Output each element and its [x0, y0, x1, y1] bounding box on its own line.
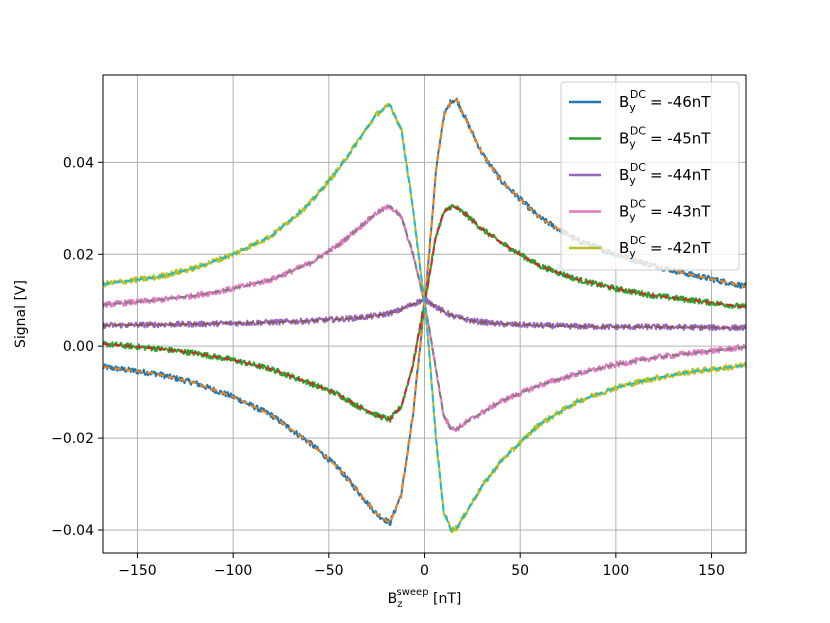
fit-line-0 [103, 99, 746, 525]
x-tick-label: −100 [214, 563, 252, 579]
legend-superscript: DC [630, 198, 646, 211]
fit-line-3 [103, 204, 746, 430]
series-layer [103, 97, 746, 534]
y-tick-label: 0.00 [63, 339, 94, 355]
legend-entry-3: ByDC = -43nT [619, 198, 711, 224]
fit-line-4 [103, 103, 746, 532]
legend-subscript: y [629, 211, 636, 224]
legend-superscript: DC [630, 88, 646, 101]
legend-subscript: y [629, 174, 636, 187]
x-label-superscript: sweep [397, 587, 429, 598]
x-tick-label: −50 [314, 563, 344, 579]
x-tick-label: 0 [420, 563, 429, 579]
legend-value: = -45nT [650, 130, 711, 148]
legend-subscript: y [629, 138, 636, 151]
y-tick-label: 0.02 [63, 247, 94, 263]
legend-superscript: DC [630, 234, 646, 247]
legend-box [560, 81, 740, 271]
fit-line-1 [103, 204, 746, 421]
series-line-4 [103, 102, 746, 534]
y-tick-label: 0.04 [63, 155, 94, 171]
legend-entry-2: ByDC = -44nT [619, 161, 711, 187]
legend-subscript: y [629, 101, 636, 114]
y-tick-label: −0.04 [51, 523, 94, 539]
x-label-subscript: z [397, 599, 402, 610]
legend-entry-4: ByDC = -42nT [619, 234, 711, 260]
legend-subscript: y [629, 247, 636, 260]
plot-area [103, 97, 746, 534]
legend-entry-0: ByDC = -46nT [619, 88, 711, 114]
x-tick-label: 50 [511, 563, 529, 579]
x-tick-label: 100 [603, 563, 630, 579]
legend-value: = -42nT [650, 239, 711, 257]
legend-value: = -44nT [650, 166, 711, 184]
ticks: −150 −100 −50 0 50 100 150 −0.04 −0.02 0.00 0.02 0.… [51, 155, 725, 579]
x-tick-label: 150 [698, 563, 725, 579]
x-tick-label: −150 [118, 563, 156, 579]
legend-value: = -43nT [650, 203, 711, 221]
legend-entry-1: ByDC = -45nT [619, 125, 711, 151]
y-tick-label: −0.02 [51, 431, 94, 447]
legend-superscript: DC [630, 161, 646, 174]
legend-value: = -46nT [650, 93, 711, 111]
y-axis-label: Signal [V] [13, 280, 29, 348]
x-label-unit: [nT] [429, 591, 462, 607]
legend-superscript: DC [630, 125, 646, 138]
